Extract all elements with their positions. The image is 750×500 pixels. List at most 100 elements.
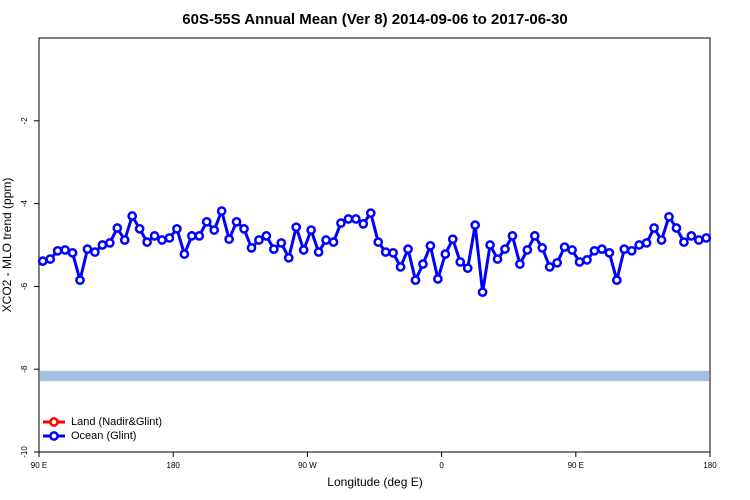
data-point: [507, 231, 518, 241]
data-point: [269, 244, 279, 254]
data-point: [313, 247, 324, 257]
x-axis-label: Longitude (deg E): [327, 475, 422, 489]
data-point: [82, 244, 93, 254]
data-point: [246, 243, 257, 253]
x-tick-label: 0: [439, 461, 444, 470]
data-point: [172, 224, 182, 234]
data-point: [447, 234, 458, 245]
legend-label: Ocean (Glint): [71, 430, 136, 442]
y-axis-label: XCO2 - MLO trend (ppm): [0, 178, 14, 313]
data-point: [179, 249, 190, 259]
y-tick-label: -8: [20, 365, 29, 373]
data-point: [67, 248, 78, 258]
data-point: [157, 235, 167, 245]
legend-marker: [49, 417, 59, 427]
legend-label: Land (Nadir&Glint): [71, 416, 162, 428]
y-tick-label: -10: [20, 446, 29, 458]
data-point: [142, 237, 152, 247]
data-point: [52, 245, 63, 256]
data-point: [298, 245, 309, 255]
data-point: [537, 243, 548, 253]
data-point: [656, 235, 667, 245]
data-point: [679, 237, 689, 247]
data-point: [664, 211, 674, 222]
data-point: [500, 244, 510, 254]
data-point: [149, 231, 160, 241]
data-point: [119, 235, 130, 245]
data-point: [462, 263, 473, 274]
data-point: [403, 244, 413, 254]
data-point: [418, 259, 428, 269]
data-point: [97, 240, 108, 250]
data-point: [45, 254, 56, 264]
data-point: [470, 220, 480, 230]
data-point: [134, 224, 145, 234]
x-tick-label: 90 E: [568, 461, 584, 470]
data-point: [619, 244, 630, 254]
data-point: [701, 233, 712, 243]
data-point: [291, 222, 302, 233]
data-point: [336, 218, 346, 228]
data-point: [164, 233, 175, 243]
data-point: [604, 248, 615, 258]
data-point: [485, 240, 495, 250]
data-point: [686, 231, 697, 241]
data-point: [358, 219, 369, 229]
data-point: [261, 231, 272, 241]
x-tick-label: 90 W: [298, 461, 317, 470]
data-point: [127, 211, 138, 221]
data-point: [529, 231, 540, 241]
data-point: [671, 223, 682, 233]
data-point: [649, 223, 659, 233]
data-point: [351, 214, 361, 224]
data-point: [75, 275, 85, 286]
data-point: [104, 238, 115, 248]
data-point: [544, 262, 555, 272]
data-point: [201, 216, 212, 227]
data-point: [693, 235, 704, 245]
data-point: [343, 214, 354, 224]
reference-band: [40, 370, 709, 382]
data-point: [440, 249, 451, 259]
data-point: [433, 274, 443, 284]
data-point: [112, 223, 123, 233]
data-point: [209, 225, 220, 235]
y-tick-label: -2: [20, 117, 29, 125]
y-tick-label: -4: [20, 199, 29, 207]
data-point: [626, 245, 637, 256]
x-tick-label: 90 E: [31, 461, 47, 470]
data-point: [276, 238, 287, 248]
data-point: [37, 256, 48, 266]
data-point: [388, 248, 398, 258]
data-point: [283, 252, 294, 263]
data-point: [239, 224, 249, 234]
data-point: [216, 206, 227, 216]
data-point: [224, 234, 234, 245]
data-point: [552, 257, 563, 268]
data-point: [373, 237, 384, 247]
data-point: [194, 231, 205, 241]
data-point: [582, 255, 592, 265]
chart-title: 60S-55S Annual Mean (Ver 8) 2014-09-06 t…: [182, 11, 567, 28]
data-point: [574, 257, 585, 267]
data-point: [395, 262, 406, 272]
data-point: [90, 247, 100, 257]
data-point: [559, 242, 570, 252]
data-point: [380, 247, 391, 257]
data-point: [60, 245, 70, 255]
data-point: [455, 257, 466, 267]
data-point: [306, 225, 316, 235]
data-point: [410, 275, 421, 286]
data-point: [231, 216, 242, 227]
data-point: [186, 231, 197, 241]
plot-frame: [38, 37, 711, 453]
x-tick-label: 180: [167, 461, 181, 470]
legend-marker: [49, 431, 59, 441]
data-point: [492, 254, 503, 264]
data-point: [425, 240, 436, 251]
x-tick-label: 180: [703, 461, 717, 470]
data-point: [365, 208, 376, 218]
data-point: [597, 244, 607, 254]
data-point: [515, 259, 525, 269]
